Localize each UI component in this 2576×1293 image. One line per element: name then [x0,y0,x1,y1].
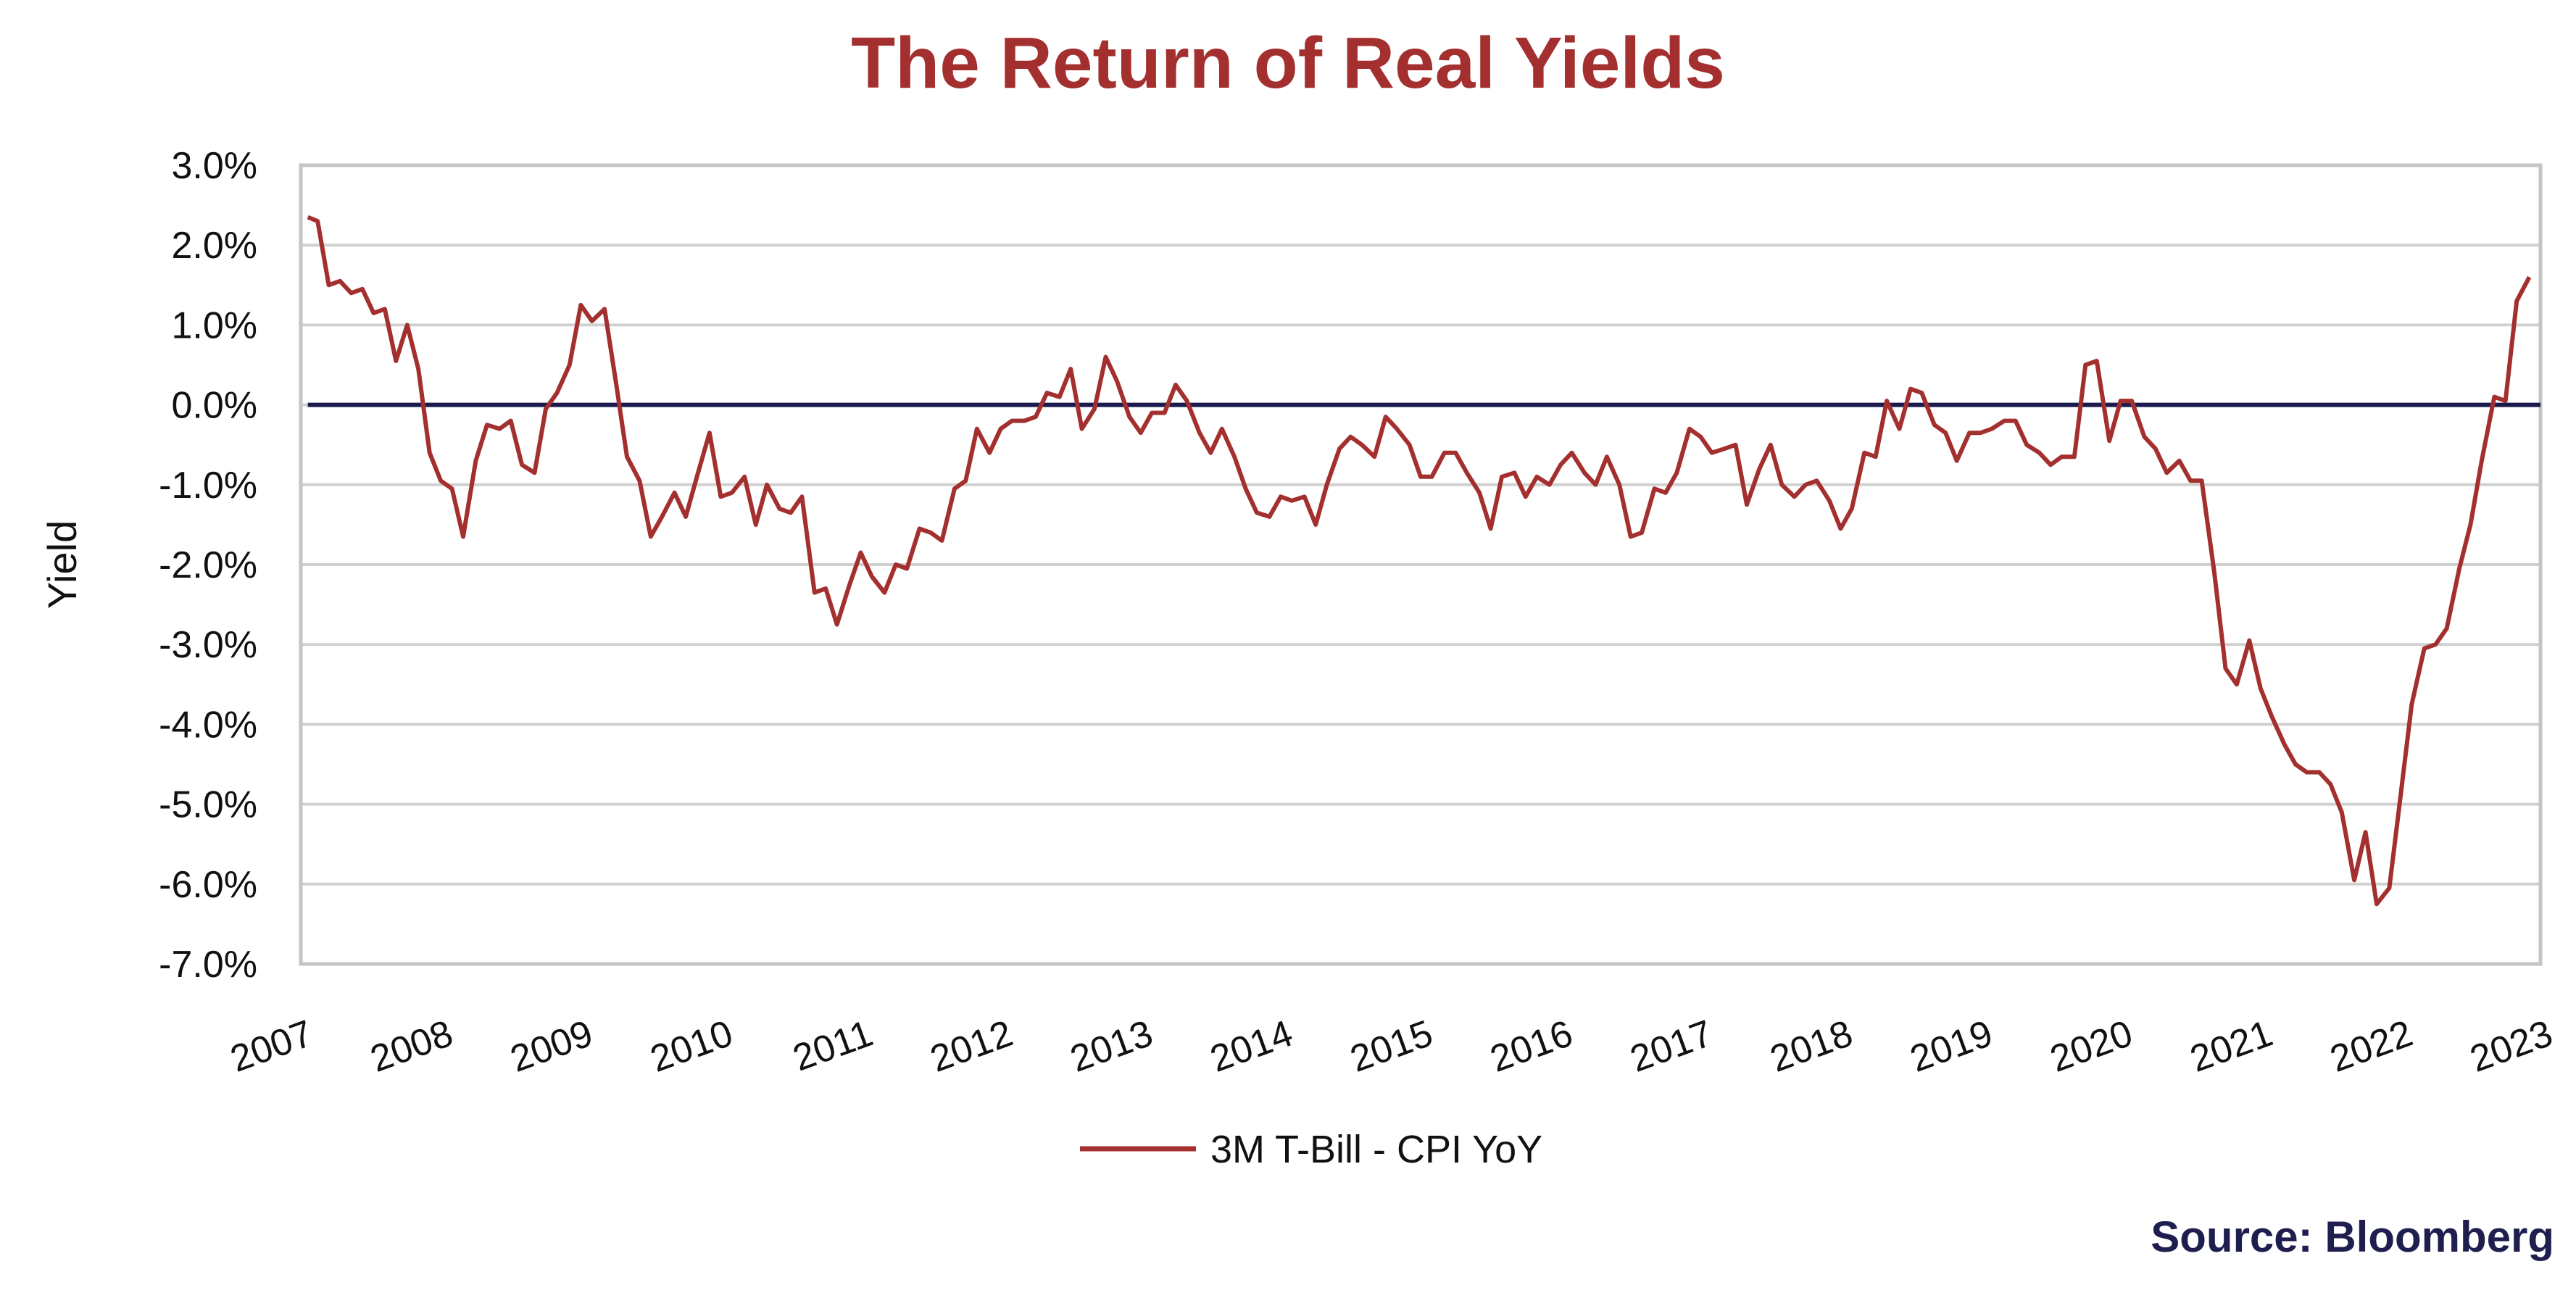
y-tick-label: 2.0% [171,225,257,267]
x-tick-label: 2021 [2185,1013,2278,1081]
x-tick-label: 2020 [2045,1013,2138,1081]
x-tick-label: 2011 [788,1013,878,1080]
y-tick-label: -6.0% [159,864,257,906]
x-tick-label: 2018 [1765,1013,1858,1081]
x-tick-label: 2014 [1205,1013,1298,1081]
x-tick-label: 2016 [1485,1013,1579,1081]
plot-frame [299,163,2543,966]
y-tick-labels: 3.0% 2.0% 1.0% 0.0% -1.0% -2.0% -3.0% -4.0% -5.0… [159,145,257,986]
series-line [307,215,2532,907]
x-tick-label: 2017 [1625,1013,1719,1081]
chart-title: The Return of Real Yields [851,22,1725,104]
y-tick-label: -7.0% [159,944,257,986]
x-tick-label: 2023 [2465,1013,2559,1081]
y-tick-label: -1.0% [159,465,257,507]
x-tick-label: 2019 [1905,1013,1998,1081]
x-tick-label: 2022 [2324,1013,2418,1081]
y-tick-label: 1.0% [171,304,257,346]
y-tick-label: -2.0% [159,544,257,586]
x-tick-label: 2013 [1065,1013,1158,1081]
grid-layer [301,164,2540,965]
legend: 3M T-Bill - CPI YoY [1080,1128,1542,1171]
y-tick-label: 0.0% [171,385,257,427]
x-tick-label: 2008 [365,1013,459,1081]
y-tick-label: -4.0% [159,704,257,746]
y-axis-label: Yield [39,520,85,609]
legend-label: 3M T-Bill - CPI YoY [1210,1128,1542,1171]
y-tick-label: 3.0% [171,145,257,187]
x-tick-label: 2012 [925,1013,1018,1081]
y-tick-label: -3.0% [159,624,257,666]
x-tick-label: 2009 [505,1013,599,1081]
x-tick-label: 2007 [225,1013,319,1081]
x-tick-labels: 2007 2008 2009 2010 2011 2012 2013 2014 2015 2016… [225,1013,2559,1081]
y-tick-label: -5.0% [159,784,257,826]
x-tick-label: 2010 [645,1013,739,1081]
source-note: Source: Bloomberg [2151,1213,2554,1261]
x-tick-label: 2015 [1345,1013,1439,1081]
